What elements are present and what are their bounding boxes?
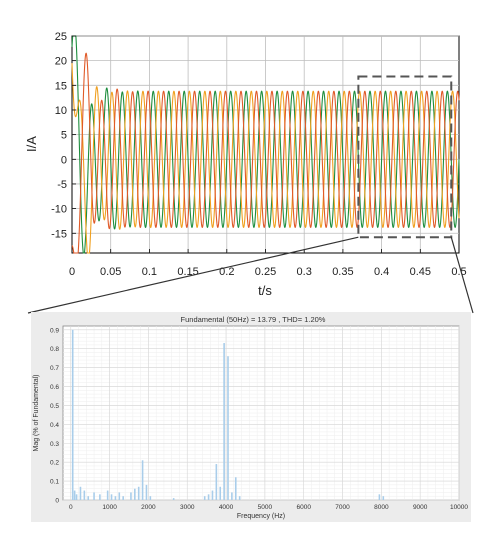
fft-bar (141, 460, 144, 500)
fft-x-tick-label: 7000 (335, 504, 350, 511)
fft-y-tick-label: 0.7 (50, 365, 59, 372)
fft-bar (219, 486, 222, 500)
fft-bar (79, 486, 82, 500)
top-y-tick-label: -15 (51, 228, 67, 240)
fft-bar (122, 496, 124, 500)
top-y-tick-label: 5 (61, 130, 67, 142)
fft-x-tick-label: 4000 (219, 504, 234, 511)
fft-bar (145, 484, 148, 500)
top-series-line (71, 63, 460, 254)
top-x-ticks: 0 0.05 0.1 0.15 0.2 0.25 0.3 0.35 0.4 0.45 0.5 (69, 249, 467, 278)
fft-bar (118, 492, 121, 500)
top-x-tick-label: 0.4 (374, 266, 389, 278)
fft-bar (130, 492, 132, 500)
fft-y-tick-label: 0.4 (50, 422, 59, 429)
top-y-tick-label: 20 (55, 56, 67, 68)
zoom-connector-right (450, 237, 474, 314)
top-y-tick-label: 25 (55, 31, 67, 43)
zoom-box (357, 75, 453, 239)
fft-bar (134, 488, 136, 500)
fft-gridlines (63, 326, 460, 501)
fft-bar (227, 356, 229, 500)
top-y-ticks: 25 20 15 10 5 0 -5 -10 -15 (51, 31, 76, 240)
fft-y-tick-label: 0.2 (50, 460, 59, 467)
fft-bar (172, 498, 175, 500)
top-x-tick-label: 0.45 (410, 266, 431, 278)
top-x-tick-label: 0.2 (219, 266, 234, 278)
fft-x-tick-label: 5000 (258, 504, 273, 511)
fft-x-tick-label: 10000 (450, 504, 468, 511)
fft-bar (110, 494, 113, 500)
fft-bar (382, 496, 385, 500)
fft-bar (231, 492, 233, 500)
fft-bar (87, 496, 90, 500)
top-x-tick-label: 0.3 (297, 266, 312, 278)
fft-bar (83, 490, 86, 500)
top-x-tick-label: 0.1 (142, 266, 157, 278)
top-series-line (71, 52, 460, 254)
fft-y-axis-label: Mag (% of Fundamental) (33, 374, 40, 451)
fft-bar (211, 490, 214, 500)
fft-y-tick-label: 0 (55, 498, 59, 505)
fft-x-tick-label: 2000 (141, 504, 156, 511)
fft-x-tick-label: 8000 (374, 504, 389, 511)
top-y-tick-label: -5 (57, 179, 67, 191)
fft-bar (223, 343, 225, 500)
fft-y-ticks: 0.9 0.8 0.7 0.6 0.5 0.4 0.3 0.2 0.1 0 (50, 327, 59, 504)
fft-bar (238, 496, 241, 500)
top-x-tick-label: 0 (69, 266, 75, 278)
top-x-tick-label: 0.05 (100, 266, 121, 278)
fft-bar (378, 494, 381, 500)
fft-x-tick-label: 9000 (413, 504, 428, 511)
fft-x-tick-label: 3000 (180, 504, 195, 511)
fft-x-tick-label: 6000 (296, 504, 311, 511)
fft-bar (215, 464, 218, 500)
fft-x-tick-label: 1000 (102, 504, 117, 511)
top-y-tick-label: 0 (61, 154, 67, 166)
fft-x-ticks: 0 1000 2000 3000 4000 5000 6000 7000 8000 9000 100… (69, 504, 468, 511)
top-y-tick-label: 10 (55, 105, 67, 117)
top-x-tick-label: 0.5 (451, 266, 466, 278)
fft-bar (207, 494, 210, 500)
top-series-group (71, 35, 460, 254)
top-x-tick-label: 0.35 (332, 266, 353, 278)
fft-bar (73, 490, 76, 500)
top-x-tick-label: 0.25 (255, 266, 276, 278)
fft-bar (106, 490, 109, 500)
fft-bar (93, 492, 95, 500)
fft-bar (137, 486, 140, 500)
fft-x-axis-label: Frequency (Hz) (237, 513, 285, 520)
fft-bar (71, 329, 74, 500)
zoom-connector-left (27, 236, 359, 314)
fft-y-tick-label: 0.8 (50, 346, 59, 353)
top-y-tick-label: 15 (55, 80, 67, 92)
fft-bar (234, 477, 237, 500)
top-y-tick-label: -10 (51, 204, 67, 216)
fft-y-tick-label: 0.1 (50, 479, 59, 486)
fft-y-tick-label: 0.6 (50, 384, 59, 391)
top-x-axis-label: t/s (258, 283, 272, 298)
fft-bar (99, 494, 101, 500)
fft-x-tick-label: 0 (69, 504, 73, 511)
fft-title: Fundamental (50Hz) = 13.79 , THD= 1.20% (181, 315, 326, 324)
fft-y-tick-label: 0.5 (50, 403, 59, 410)
fft-spectrum-chart: Fundamental (50Hz) = 13.79 , THD= 1.20% … (31, 312, 471, 522)
top-series-line (71, 35, 460, 254)
top-y-axis-label: I/A (24, 136, 39, 152)
fft-bars-group (71, 329, 385, 500)
fft-bar (75, 494, 78, 500)
fft-bar (203, 496, 206, 500)
fft-bar (114, 496, 117, 500)
fft-y-tick-label: 0.9 (50, 327, 59, 334)
fft-bar (149, 496, 152, 500)
fft-y-tick-label: 0.3 (50, 441, 59, 448)
